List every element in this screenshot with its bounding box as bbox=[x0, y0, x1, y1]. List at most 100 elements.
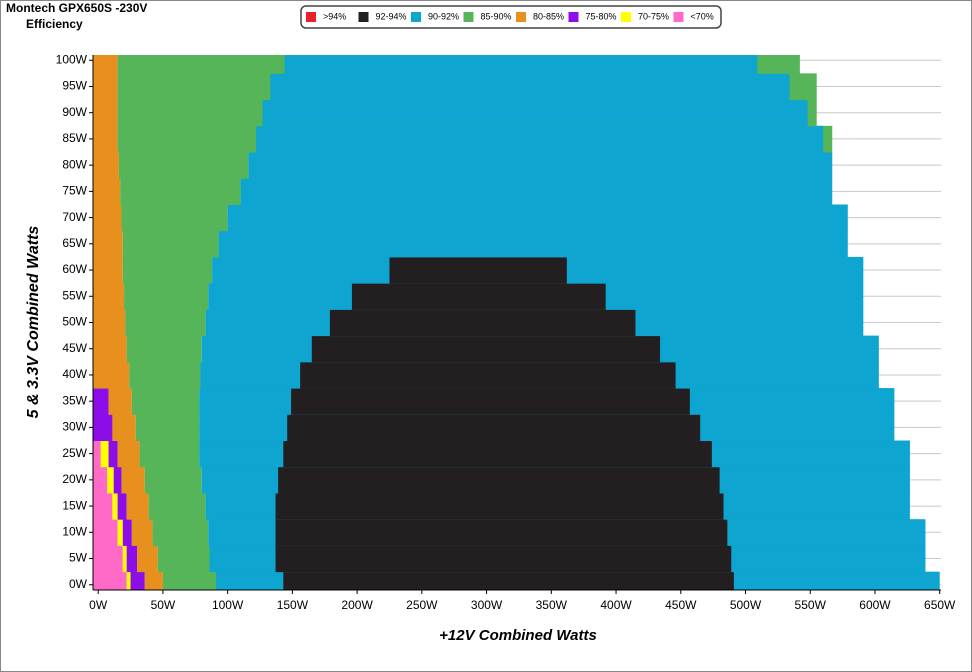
x-tick-label: 150W bbox=[277, 598, 309, 612]
efficiency-cell bbox=[122, 230, 219, 258]
efficiency-cell bbox=[121, 466, 145, 494]
y-tick-label: 85W bbox=[62, 131, 87, 145]
efficiency-cell bbox=[275, 492, 724, 520]
efficiency-cell bbox=[93, 519, 118, 546]
efficiency-cell bbox=[300, 361, 676, 389]
legend-box bbox=[300, 5, 722, 29]
efficiency-cell bbox=[93, 466, 108, 494]
efficiency-cell bbox=[93, 414, 113, 442]
chart-title: Montech GPX650S -230V bbox=[6, 1, 147, 15]
efficiency-cell bbox=[93, 492, 113, 520]
efficiency-cell bbox=[275, 545, 732, 573]
y-tick-label: 80W bbox=[62, 157, 87, 171]
efficiency-cell bbox=[93, 388, 109, 415]
efficiency-cell bbox=[270, 73, 790, 101]
efficiency-cell bbox=[120, 178, 241, 205]
efficiency-cell bbox=[93, 230, 123, 258]
y-tick-label: 5W bbox=[69, 551, 88, 565]
legend-swatch bbox=[568, 12, 579, 22]
x-tick-label: 100W bbox=[212, 598, 244, 612]
chart-subtitle: Efficiency bbox=[26, 17, 83, 31]
x-tick-label: 550W bbox=[795, 598, 827, 612]
legend-label: <70% bbox=[691, 11, 714, 21]
x-tick-label: 600W bbox=[859, 598, 891, 612]
efficiency-cell bbox=[144, 466, 202, 494]
efficiency-cell bbox=[144, 571, 163, 591]
y-tick-label: 70W bbox=[62, 210, 87, 224]
legend-label: 85-90% bbox=[481, 11, 512, 21]
efficiency-cell bbox=[93, 545, 123, 573]
efficiency-cell bbox=[117, 519, 123, 546]
x-tick-label: 450W bbox=[665, 598, 697, 612]
legend-swatch bbox=[463, 12, 474, 22]
efficiency-cell bbox=[118, 152, 249, 179]
efficiency-cell bbox=[112, 414, 136, 442]
efficiency-cell bbox=[131, 388, 200, 415]
efficiency-cell bbox=[121, 204, 228, 232]
efficiency-cell bbox=[157, 545, 210, 573]
efficiency-cell bbox=[117, 440, 140, 468]
efficiency-cell bbox=[112, 492, 118, 520]
efficiency-cell bbox=[130, 571, 145, 591]
legend: >94% 92-94% 90-92% 85-90% 80-85% 75-80% 70-75%… bbox=[306, 11, 714, 22]
legend-label: 70-75% bbox=[638, 11, 669, 21]
efficiency-cell bbox=[107, 466, 114, 494]
efficiency-cell bbox=[137, 545, 158, 573]
efficiency-cell bbox=[262, 99, 808, 127]
y-tick-label: 25W bbox=[62, 446, 87, 460]
x-tick-label: 50W bbox=[151, 598, 176, 612]
efficiency-cell bbox=[93, 204, 122, 232]
efficiency-cell bbox=[351, 283, 606, 310]
legend-label: 92-94% bbox=[376, 11, 407, 21]
efficiency-cell bbox=[125, 309, 206, 337]
efficiency-cell bbox=[122, 545, 127, 573]
efficiency-cell bbox=[93, 178, 121, 205]
efficiency-cell bbox=[113, 466, 122, 494]
efficiency-cell bbox=[284, 55, 758, 74]
efficiency-cell bbox=[287, 414, 701, 442]
legend-swatch bbox=[516, 12, 526, 22]
efficiency-cell bbox=[93, 309, 126, 337]
y-tick-label: 0W bbox=[69, 577, 88, 591]
efficiency-cell bbox=[218, 230, 848, 258]
efficiency-cell bbox=[93, 361, 130, 389]
y-tick-label: 55W bbox=[62, 288, 87, 302]
y-tick-label: 20W bbox=[62, 472, 87, 486]
y-tick-label: 75W bbox=[62, 184, 87, 198]
legend-label: >94% bbox=[323, 11, 346, 21]
y-tick-label: 95W bbox=[62, 79, 87, 93]
y-tick-label: 100W bbox=[56, 52, 88, 66]
y-tick-label: 10W bbox=[62, 524, 87, 538]
legend-label: 90-92% bbox=[428, 11, 459, 21]
legend-swatch bbox=[306, 12, 316, 22]
efficiency-cell bbox=[162, 571, 216, 591]
efficiency-cell bbox=[93, 283, 125, 310]
y-tick-label: 50W bbox=[62, 315, 87, 329]
efficiency-cell bbox=[256, 125, 824, 153]
y-tick-label: 40W bbox=[62, 367, 87, 381]
efficiency-cell bbox=[117, 492, 127, 520]
legend-label: 80-85% bbox=[533, 11, 564, 21]
efficiency-cell bbox=[93, 152, 119, 179]
x-tick-label: 500W bbox=[730, 598, 762, 612]
efficiency-cell bbox=[108, 388, 132, 415]
efficiency-cell bbox=[93, 55, 118, 74]
y-tick-label: 15W bbox=[62, 498, 87, 512]
efficiency-cell bbox=[100, 440, 109, 468]
x-tick-label: 300W bbox=[471, 598, 503, 612]
efficiency-cell bbox=[329, 309, 636, 337]
efficiency-cell bbox=[93, 125, 118, 153]
efficiency-cell bbox=[122, 519, 132, 546]
x-tick-label: 0W bbox=[89, 598, 108, 612]
legend-swatch bbox=[673, 12, 684, 22]
y-tick-label: 65W bbox=[62, 236, 87, 250]
efficiency-cell bbox=[275, 519, 728, 546]
efficiency-cell bbox=[152, 519, 209, 546]
efficiency-cell bbox=[129, 361, 201, 389]
y-tick-label: 90W bbox=[62, 105, 87, 119]
efficiency-cell bbox=[131, 519, 153, 546]
x-tick-label: 200W bbox=[341, 598, 373, 612]
efficiency-cell bbox=[148, 492, 206, 520]
y-tick-label: 35W bbox=[62, 393, 87, 407]
efficiency-cell bbox=[126, 571, 131, 591]
